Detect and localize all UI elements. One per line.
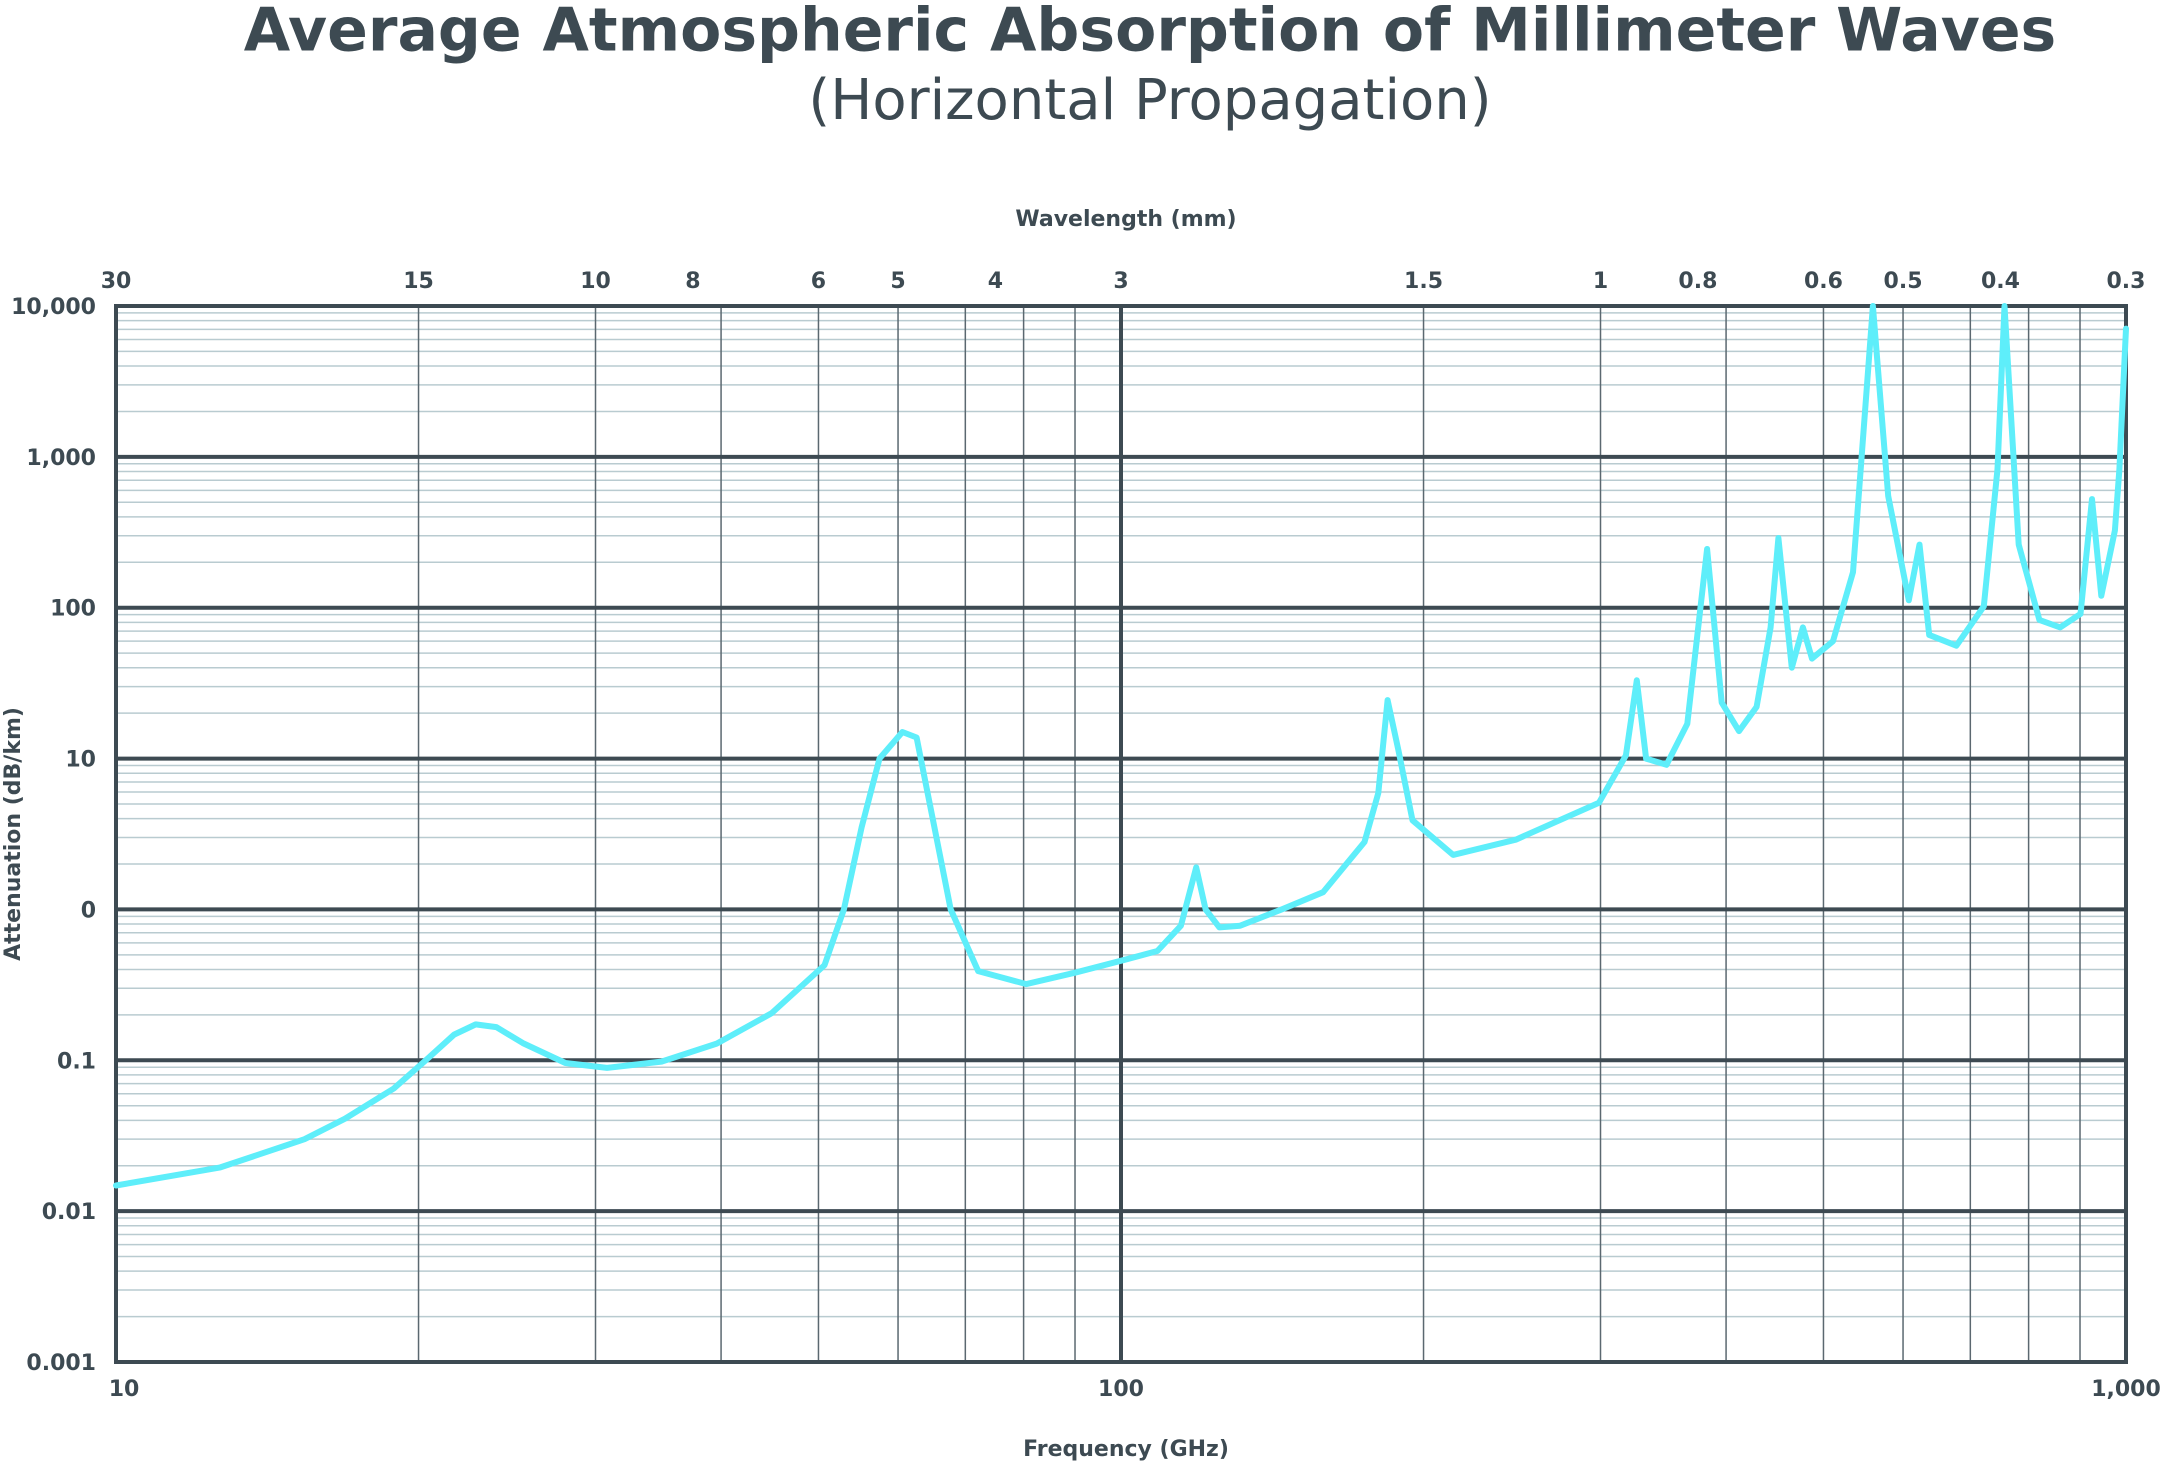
y-tick-label: 100: [50, 597, 96, 622]
x2-tick-label: 5: [890, 269, 905, 294]
x2-axis-label: Wavelength (mm): [1015, 207, 1236, 232]
y-axis-label: Attenuation (dB/km): [1, 707, 26, 961]
x2-tick-label: 0.8: [1678, 269, 1717, 294]
x-tick-label: 100: [1098, 1377, 1144, 1402]
x2-tick-label: 0.4: [1981, 269, 2020, 294]
x2-tick-label: 4: [988, 269, 1003, 294]
data-line: [113, 303, 2129, 1189]
plot: [113, 303, 2129, 1189]
chart-subtitle: (Horizontal Propagation): [808, 68, 1491, 133]
y-tick-label: 1,000: [26, 446, 96, 471]
x2-tick-label: 10: [580, 269, 611, 294]
y-tick-label: 0.01: [42, 1200, 96, 1225]
x2-tick-label: 1.5: [1404, 269, 1443, 294]
y-tick-label: 10: [65, 748, 96, 773]
y-tick-label: 0: [81, 898, 96, 923]
x2-tick-label: 0.6: [1804, 269, 1843, 294]
x2-tick-label: 0.5: [1884, 269, 1923, 294]
x2-tick-label: 8: [685, 269, 700, 294]
chart-title: Average Atmospheric Absorption of Millim…: [244, 0, 2056, 66]
x-axis-label: Frequency (GHz): [1023, 1437, 1229, 1462]
x2-tick-label: 6: [811, 269, 826, 294]
y-tick-label: 0.001: [26, 1351, 96, 1376]
y-tick-label: 10,000: [11, 295, 96, 320]
plot-frame: [114, 304, 2128, 1364]
x2-tick-label: 3: [1113, 269, 1128, 294]
y-tick-label: 0.1: [57, 1049, 96, 1074]
grid: [114, 304, 2128, 1364]
x2-tick-label: 15: [403, 269, 434, 294]
x-tick-label: 10: [109, 1377, 140, 1402]
x2-tick-label: 0.3: [2107, 269, 2146, 294]
x2-tick-label: 1: [1593, 269, 1608, 294]
x-tick-label: 1,000: [2091, 1377, 2161, 1402]
x2-tick-label: 30: [101, 269, 132, 294]
